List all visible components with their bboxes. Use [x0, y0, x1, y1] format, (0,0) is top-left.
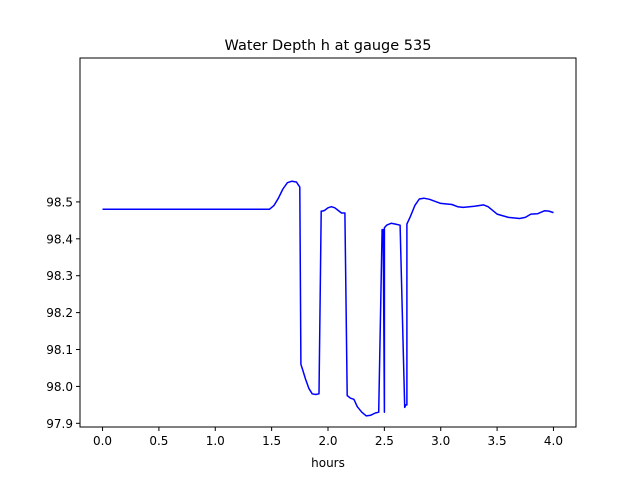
x-tick-label: 3.0 [431, 434, 450, 448]
x-tick-label: 2.5 [375, 434, 394, 448]
x-axis-label: hours [311, 456, 345, 470]
plot-area: 0.0 0.5 1.0 1.5 2.0 2.5 3.0 3.5 4.0 97.9 98.0 98.1 9… [46, 57, 577, 448]
x-tick-label: 2.0 [318, 434, 337, 448]
x-tick-label: 0.0 [93, 434, 112, 448]
series-line-0 [102, 180, 554, 417]
x-tick-label: 1.5 [262, 434, 281, 448]
x-tick-label: 4.0 [544, 434, 563, 448]
x-tick-label: 0.5 [149, 434, 168, 448]
y-tick-label: 97.9 [46, 417, 73, 431]
y-tick-label: 98.4 [46, 232, 73, 246]
y-tick-label: 98.0 [46, 380, 73, 394]
y-tick-label: 98.5 [46, 195, 73, 209]
chart-title: Water Depth h at gauge 535 [225, 38, 432, 54]
y-tick-label: 98.3 [46, 269, 73, 283]
x-tick-label: 1.0 [206, 434, 225, 448]
x-tick-label: 3.5 [488, 434, 507, 448]
y-tick-label: 98.2 [46, 306, 73, 320]
y-tick-label: 98.1 [46, 343, 73, 357]
